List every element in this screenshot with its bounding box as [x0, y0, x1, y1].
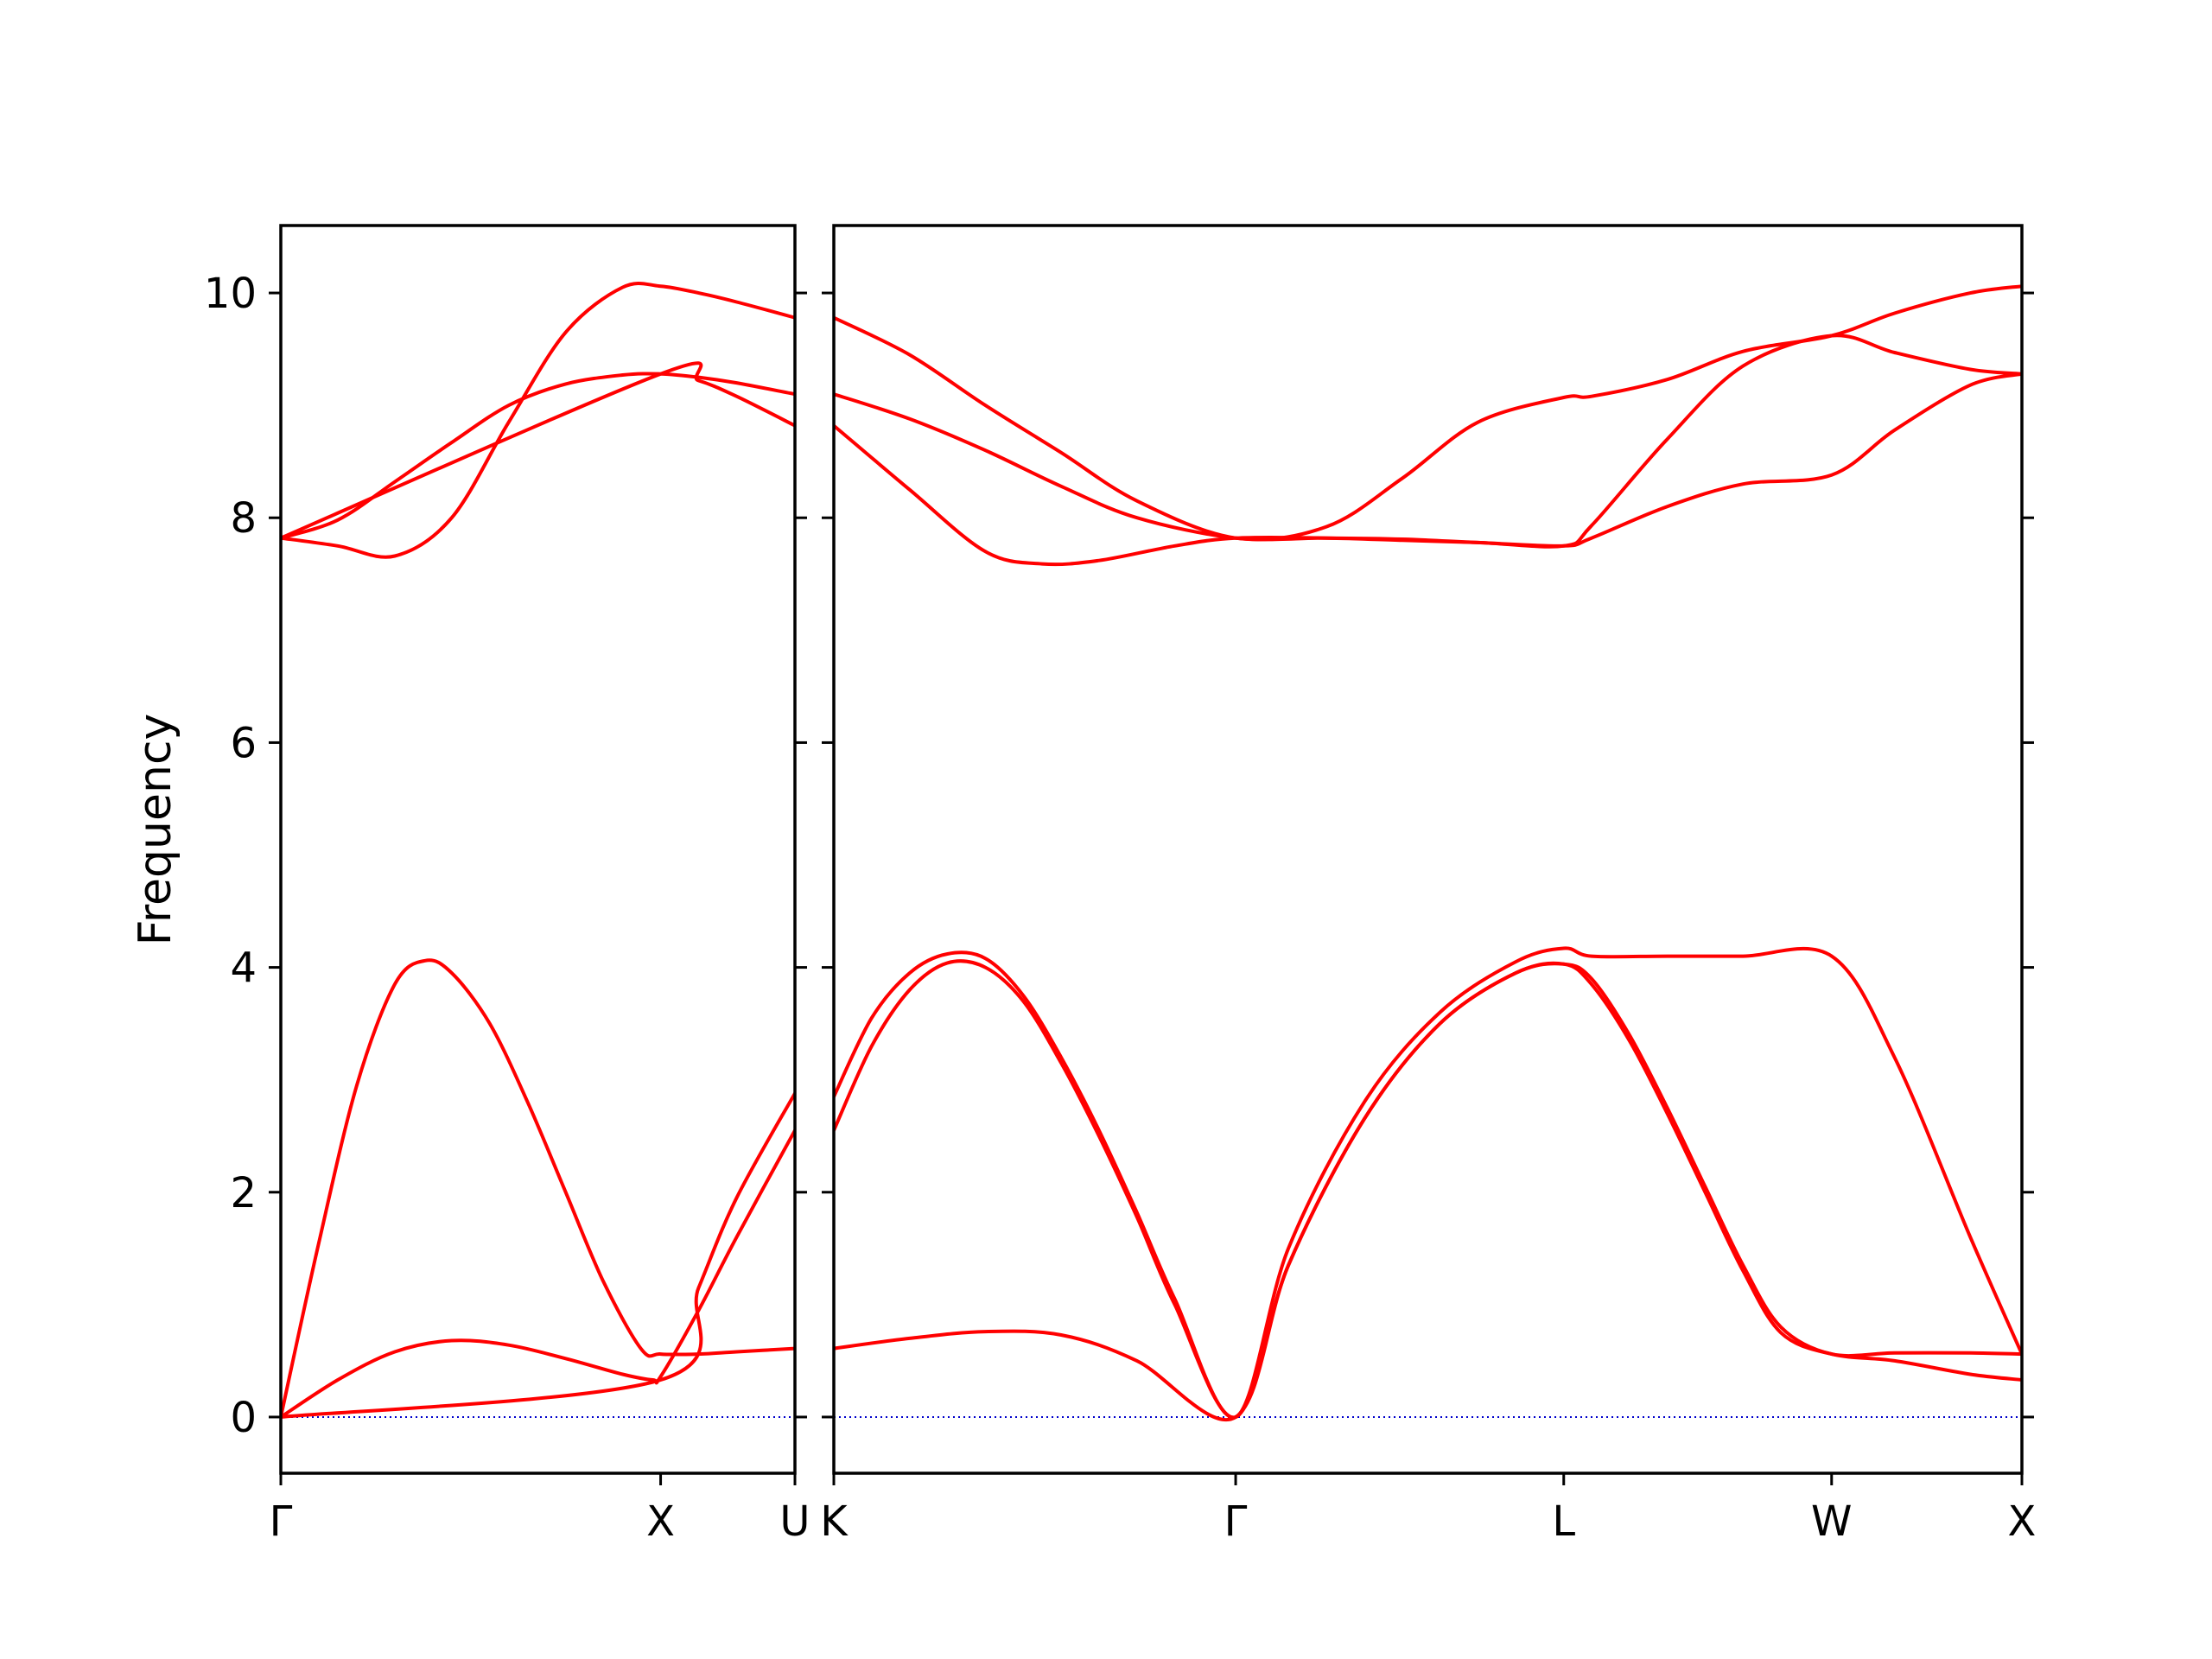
- y-tick-label: 0: [230, 1394, 257, 1442]
- band-5: [281, 1128, 795, 1419]
- band-2: [281, 372, 795, 540]
- chart-panels: 0 2 4 6 8 10 Γ X U K Γ L W X: [204, 224, 2037, 1546]
- x-tick-label: L: [1552, 1497, 1575, 1546]
- x-tick-label: K: [820, 1497, 849, 1546]
- band-4: [281, 958, 795, 1419]
- band-curves: [281, 281, 795, 1419]
- x-tick-label: Γ: [1224, 1497, 1248, 1546]
- x-tick-label: U: [779, 1497, 810, 1546]
- band-6: [281, 1091, 795, 1419]
- band-5: [834, 959, 2022, 1420]
- band-3: [281, 361, 795, 540]
- x-tick-label: Γ: [270, 1497, 293, 1546]
- y-tick-label: 10: [204, 270, 257, 318]
- band-1: [281, 281, 795, 559]
- y-tick-label: 2: [230, 1169, 257, 1217]
- y-tick-label: 8: [230, 494, 257, 543]
- y-tick-label: 4: [230, 944, 257, 993]
- panel-1: 0 2 4 6 8 10 Γ X U: [204, 224, 810, 1546]
- band-3: [834, 334, 2022, 567]
- x-tick-label: X: [2008, 1497, 2037, 1546]
- x-tick-label: X: [646, 1497, 675, 1546]
- band-6: [834, 962, 2022, 1421]
- band-4: [834, 946, 2022, 1420]
- band-curves: [834, 284, 2022, 1421]
- panel-frame: [832, 224, 2024, 1475]
- panel-frame: [279, 224, 797, 1475]
- y-tick-label: 6: [230, 719, 257, 767]
- x-tick-label: W: [1811, 1497, 1852, 1546]
- y-axis-label: Frequency: [130, 714, 181, 946]
- band-1: [834, 284, 2022, 542]
